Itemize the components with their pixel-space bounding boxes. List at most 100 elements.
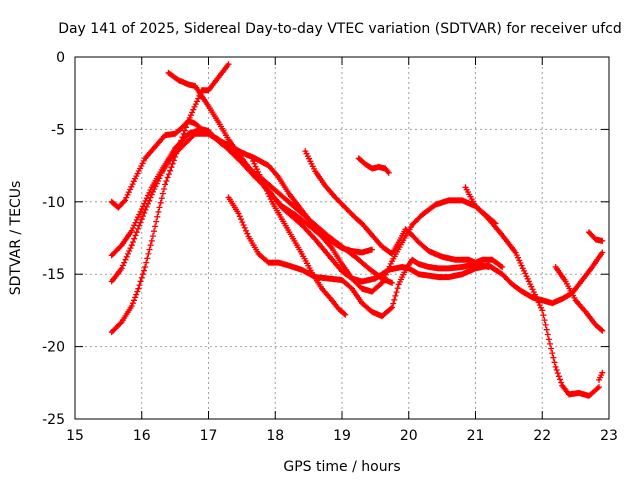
data-point (257, 252, 260, 256)
data-point (207, 105, 210, 108)
data-point (354, 216, 357, 219)
data-point (163, 183, 167, 186)
data-point (380, 314, 384, 318)
data-point (597, 385, 601, 389)
data-point (380, 281, 384, 285)
data-point (574, 299, 577, 302)
data-point (404, 268, 407, 272)
data-point (344, 206, 347, 209)
data-point (137, 287, 140, 290)
data-point (354, 255, 357, 259)
data-point (587, 394, 591, 398)
data-point (294, 213, 297, 217)
data-point (370, 167, 374, 170)
data-point (377, 165, 380, 169)
data-point (594, 323, 597, 327)
data-point (567, 393, 571, 396)
data-point (277, 175, 280, 179)
plus-markers (596, 369, 606, 383)
data-point (177, 78, 180, 82)
plus-markers (462, 184, 602, 399)
data-point (300, 252, 304, 256)
data-point (117, 206, 120, 209)
data-point (370, 233, 374, 237)
data-point (427, 249, 430, 253)
data-point (397, 241, 400, 244)
data-point (447, 267, 450, 270)
data-point (360, 222, 364, 225)
data-point (340, 270, 344, 273)
data-point (601, 329, 604, 332)
x-tick-label: 22 (533, 428, 551, 444)
data-point (143, 157, 147, 160)
data-point (427, 265, 430, 269)
data-point (360, 287, 364, 290)
data-point (601, 251, 604, 254)
data-point (437, 275, 440, 279)
data-point (327, 254, 330, 257)
data-point (374, 277, 377, 280)
data-point (460, 199, 464, 202)
data-point (447, 199, 450, 202)
y-tick-label: -5 (51, 122, 65, 138)
data-point (467, 258, 471, 261)
data-point (130, 229, 133, 232)
data-point (227, 138, 230, 141)
data-point (410, 233, 414, 237)
data-point (207, 132, 210, 135)
data-point (173, 155, 177, 159)
data-point (267, 261, 270, 264)
data-point (290, 235, 294, 238)
data-point (564, 280, 567, 283)
x-tick-label: 16 (133, 428, 151, 444)
data-point (160, 171, 163, 175)
series-track-10 (462, 184, 602, 399)
data-point (167, 71, 170, 75)
data-point (320, 287, 324, 290)
data-point (344, 313, 347, 316)
x-tick-label: 20 (400, 428, 418, 444)
data-point (150, 193, 153, 196)
data-point (110, 200, 113, 203)
data-point (340, 278, 344, 282)
data-point (437, 267, 440, 270)
x-tick-label: 23 (600, 428, 618, 444)
data-point (577, 391, 581, 395)
chart-title: Day 141 of 2025, Sidereal Day-to-day VTE… (58, 21, 622, 37)
y-tick-label: -20 (42, 340, 65, 356)
data-point (390, 252, 394, 256)
y-axis-label: SDTVAR / TECUs (8, 181, 24, 296)
data-point (561, 297, 564, 301)
data-point (420, 213, 424, 217)
data-point (547, 338, 551, 341)
y-tick-label: -25 (42, 412, 65, 428)
data-point (110, 330, 113, 334)
data-point (554, 365, 557, 369)
data-point (334, 196, 337, 199)
data-point (277, 261, 280, 264)
data-point (501, 265, 504, 269)
data-point (200, 128, 204, 131)
data-point (123, 199, 127, 202)
data-point (193, 132, 197, 135)
data-point (350, 287, 354, 290)
series-track-9 (355, 155, 392, 176)
data-point (327, 238, 330, 241)
data-point (417, 273, 420, 276)
data-point (150, 239, 153, 243)
data-point (110, 280, 113, 283)
data-point (460, 265, 464, 269)
data-point (287, 200, 290, 203)
data-point (280, 217, 284, 221)
plus-markers (248, 155, 349, 318)
plus-markers (355, 155, 392, 176)
data-point (427, 274, 430, 277)
data-point (370, 290, 374, 293)
data-point (217, 76, 220, 79)
data-point (307, 223, 310, 227)
data-point (350, 249, 354, 253)
data-point (157, 210, 160, 214)
data-point (370, 310, 374, 314)
data-point (314, 238, 317, 241)
series-track-11 (552, 264, 606, 334)
